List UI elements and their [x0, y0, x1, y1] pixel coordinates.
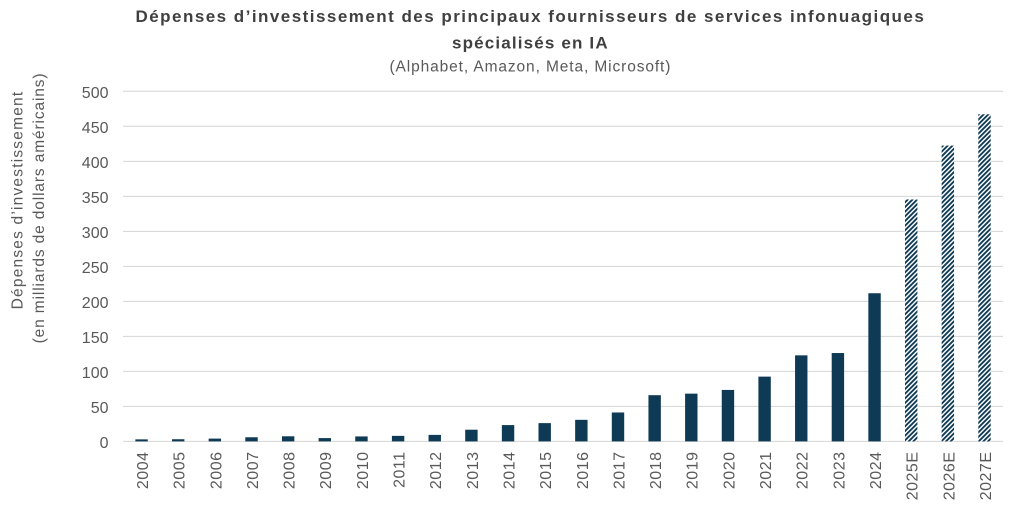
svg-text:2005: 2005	[172, 452, 189, 490]
svg-text:400: 400	[82, 155, 109, 172]
svg-text:2019: 2019	[685, 452, 702, 490]
svg-text:500: 500	[82, 85, 109, 102]
svg-text:150: 150	[82, 330, 109, 347]
svg-text:2012: 2012	[428, 452, 445, 490]
svg-text:250: 250	[82, 260, 109, 277]
svg-text:2007: 2007	[245, 452, 262, 490]
svg-text:2025E: 2025E	[905, 452, 922, 501]
svg-text:2004: 2004	[135, 452, 152, 490]
svg-text:2013: 2013	[465, 452, 482, 490]
svg-text:100: 100	[82, 365, 109, 382]
svg-text:2006: 2006	[208, 452, 225, 490]
svg-text:450: 450	[82, 120, 109, 137]
svg-text:300: 300	[82, 225, 109, 242]
svg-text:(en milliards de dollars améri: (en milliards de dollars américains)	[31, 73, 48, 344]
svg-text:Dépenses d’investissement des: Dépenses d’investissement des principaux…	[136, 7, 926, 26]
svg-text:50: 50	[91, 400, 109, 417]
svg-text:(Alphabet, Amazon, Meta, Micro: (Alphabet, Amazon, Meta, Microsoft)	[389, 58, 671, 75]
svg-text:2015: 2015	[538, 452, 555, 490]
svg-text:2016: 2016	[575, 452, 592, 490]
svg-text:2018: 2018	[648, 452, 665, 490]
svg-text:2017: 2017	[611, 452, 628, 490]
svg-text:2010: 2010	[355, 452, 372, 490]
svg-text:spécialisés en IA: spécialisés en IA	[452, 33, 609, 52]
svg-text:2014: 2014	[501, 452, 518, 490]
svg-text:2021: 2021	[758, 452, 775, 490]
svg-text:2020: 2020	[721, 452, 738, 490]
svg-text:350: 350	[82, 190, 109, 207]
svg-text:2026E: 2026E	[941, 452, 958, 501]
svg-text:2024: 2024	[868, 452, 885, 490]
svg-text:2009: 2009	[318, 452, 335, 490]
svg-text:0: 0	[100, 435, 109, 452]
svg-text:Dépenses d’investissement: Dépenses d’investissement	[9, 91, 26, 310]
svg-text:2008: 2008	[282, 452, 299, 490]
svg-text:2027E: 2027E	[978, 452, 995, 501]
svg-text:200: 200	[82, 295, 109, 312]
svg-text:2023: 2023	[831, 452, 848, 490]
svg-text:2022: 2022	[795, 452, 812, 490]
svg-text:2011: 2011	[392, 452, 409, 488]
